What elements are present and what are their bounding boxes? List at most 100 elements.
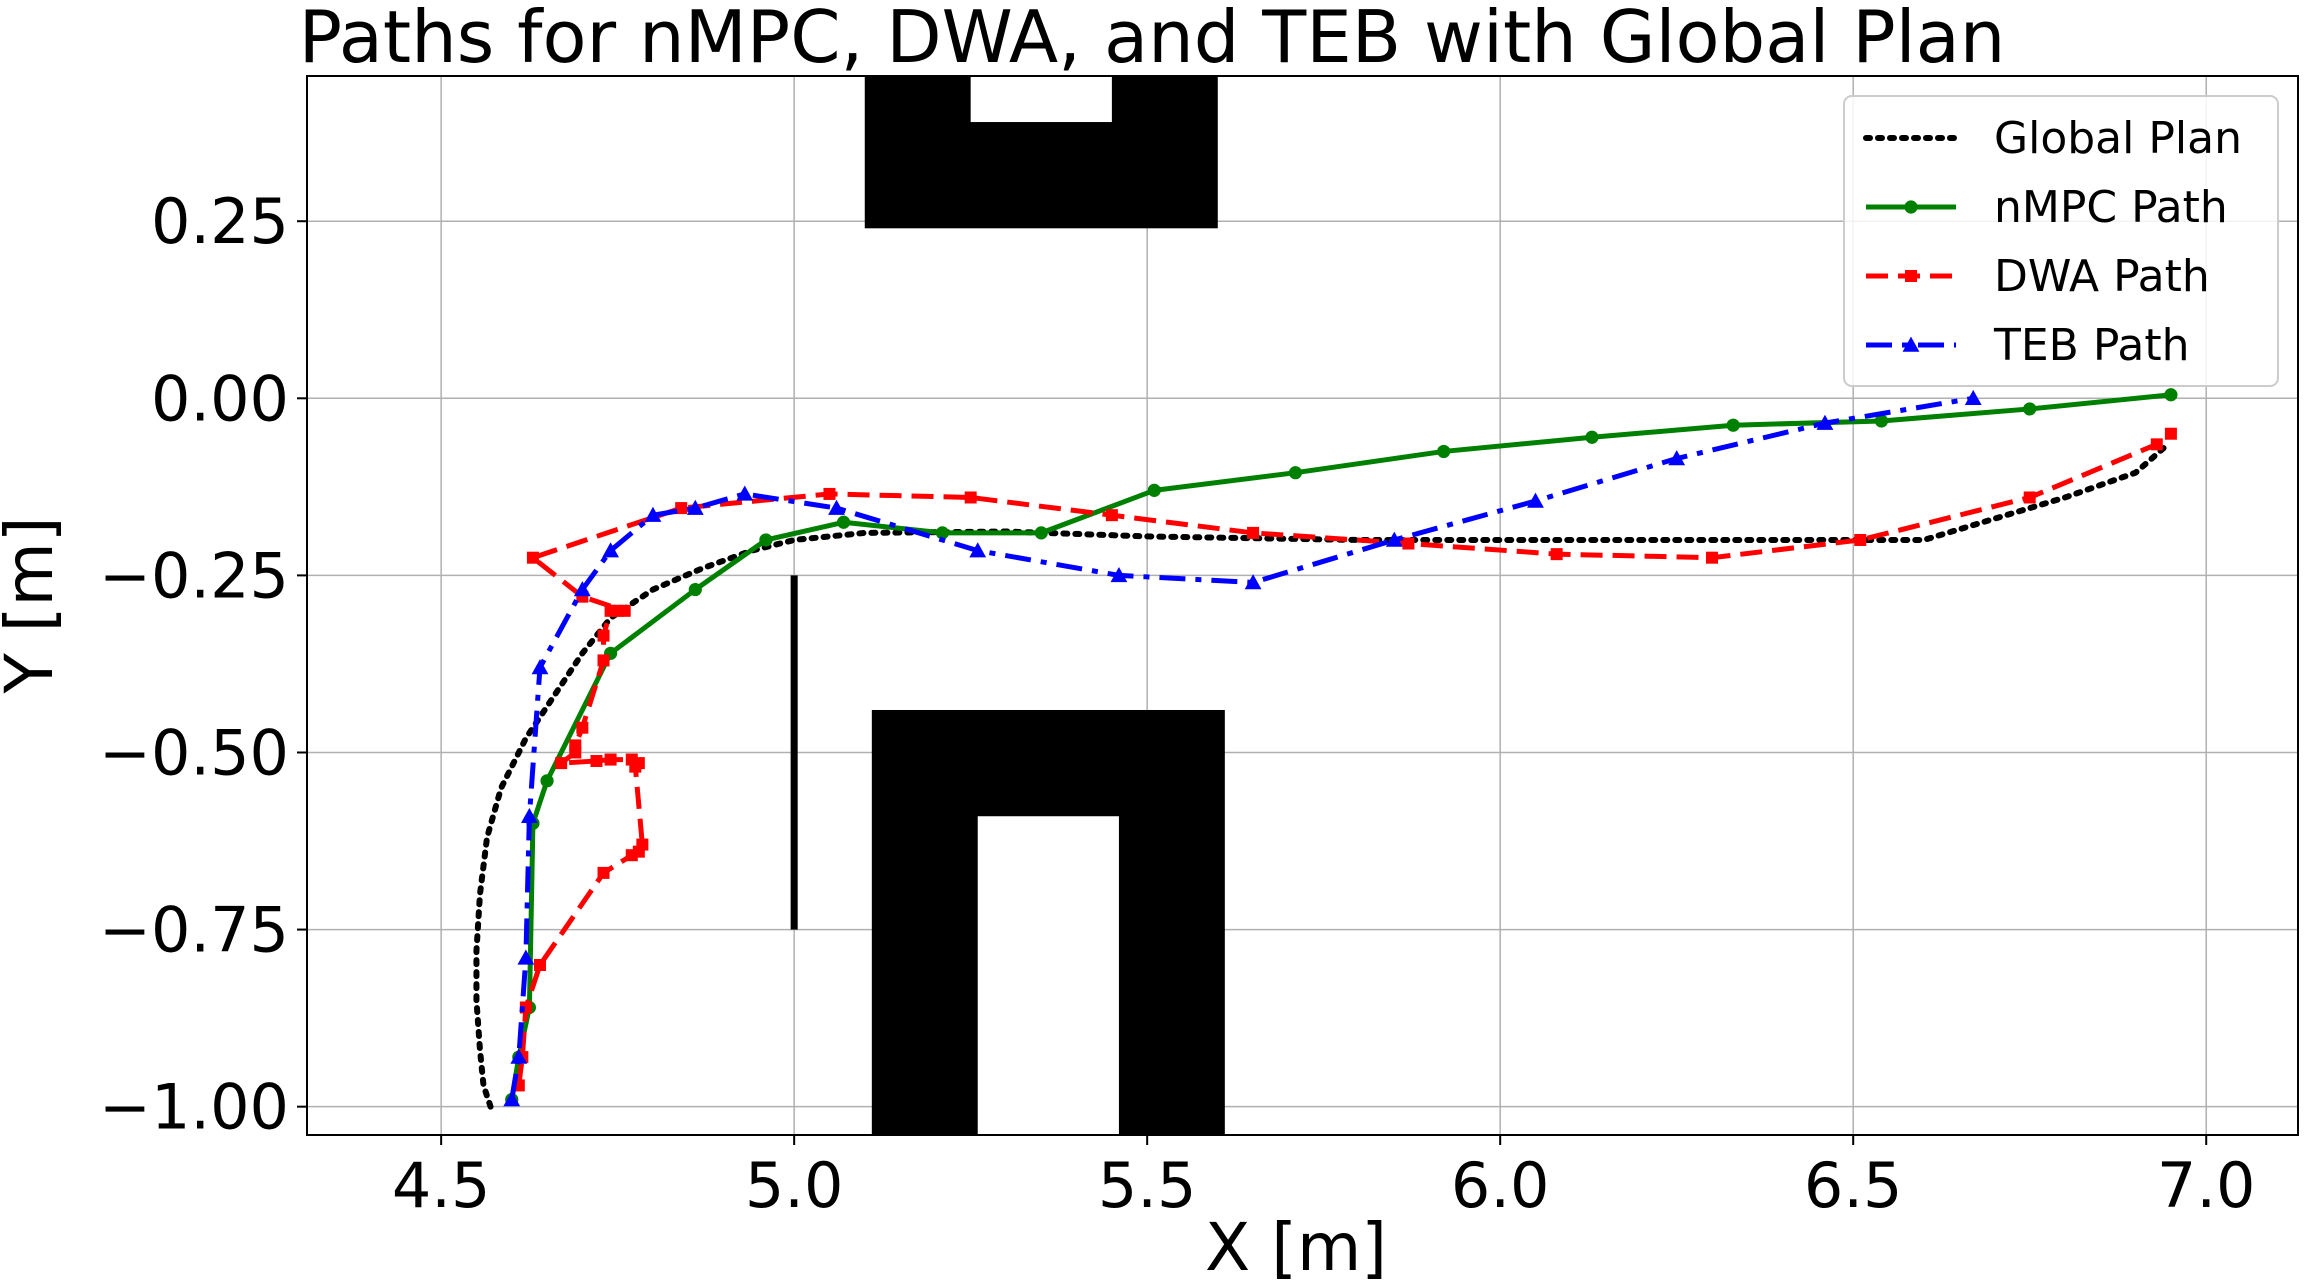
data-point (1902, 336, 1920, 352)
data-point (759, 533, 773, 547)
data-point (736, 485, 754, 501)
data-point (1905, 270, 1917, 282)
obstacles (790, 76, 1225, 1135)
data-point (576, 721, 589, 734)
x-tick-label: 5.0 (745, 1149, 844, 1222)
data-point (510, 1048, 528, 1064)
data-point (1816, 414, 1834, 430)
data-point (686, 499, 704, 515)
data-point (1964, 389, 1982, 406)
data-point (636, 838, 649, 851)
data-point (555, 757, 568, 770)
y-axis-label: Y [m] (0, 516, 68, 694)
data-point (520, 807, 538, 823)
data-point (1854, 533, 1867, 546)
legend-item: Global Plan (1863, 113, 2242, 164)
data-point (1668, 450, 1686, 466)
legend-box (1843, 95, 2279, 387)
data-point (597, 629, 610, 642)
data-point (1034, 526, 1048, 540)
obstacle (790, 575, 798, 930)
data-point (1244, 574, 1262, 590)
data-point (1288, 466, 1303, 480)
data-point (1874, 414, 1889, 428)
data-point (1527, 492, 1544, 508)
y-tick-label: −0.25 (99, 539, 289, 612)
data-point (625, 753, 638, 766)
data-point (823, 487, 836, 500)
legend-label: Global Plan (1994, 113, 2242, 164)
legend-item: TEB Path (1866, 320, 2190, 371)
plot-frame (306, 75, 2299, 1136)
data-point (675, 502, 688, 515)
legend-label: nMPC Path (1994, 182, 2228, 233)
chart-title: Paths for nMPC, DWA, and TEB with Global… (299, 0, 2006, 79)
data-point (573, 581, 591, 597)
data-point (1105, 509, 1118, 522)
data-point (503, 1091, 521, 1107)
legend-item: nMPC Path (1866, 182, 2228, 233)
data-point (590, 754, 603, 767)
data-point (604, 753, 617, 766)
legend-label: DWA Path (1994, 251, 2210, 302)
data-point (602, 542, 619, 558)
data-point (1437, 444, 1451, 459)
series-line (516, 431, 2173, 1086)
obstacle (970, 76, 1112, 123)
x-axis-label: X [m] (1205, 1209, 1387, 1281)
data-point (2164, 388, 2178, 402)
x-tick-label: 4.5 (392, 1149, 491, 1222)
series-group (473, 388, 2178, 1110)
data-point (1385, 531, 1403, 547)
data-point (618, 604, 631, 617)
data-point (1705, 551, 1718, 564)
data-point (644, 506, 662, 522)
data-point (569, 739, 582, 752)
data-point (2150, 438, 2163, 451)
data-point (1550, 548, 1563, 561)
legend: Global Plan nMPC Path DWA Path TEB Path (1843, 95, 2279, 387)
x-tick-label: 5.5 (1098, 1149, 1197, 1222)
y-tick-label: −0.75 (99, 894, 289, 967)
y-axis-ticks: 0.25 0.00 −0.25 −0.50 −0.75 −1.00 (99, 185, 307, 1144)
series-teb-path (503, 389, 1982, 1107)
data-point (531, 659, 549, 675)
data-point (597, 654, 610, 667)
x-axis-ticks: 4.5 5.0 5.5 6.0 6.5 7.0 (392, 1135, 2256, 1222)
x-tick-label: 6.5 (1804, 1149, 1903, 1222)
data-point (935, 526, 950, 540)
y-tick-label: −0.50 (99, 716, 289, 789)
data-point (836, 515, 851, 529)
data-point (1726, 418, 1740, 432)
data-point (1110, 566, 1128, 583)
data-point (1904, 200, 1918, 214)
y-tick-label: 0.25 (151, 185, 289, 258)
data-point (964, 491, 977, 504)
data-point (688, 582, 702, 597)
legend-label: TEB Path (1993, 320, 2190, 371)
data-point (1585, 430, 1599, 444)
x-tick-label: 7.0 (2157, 1149, 2256, 1222)
data-point (2023, 491, 2036, 504)
data-point (2023, 402, 2037, 416)
series-line (473, 444, 2167, 1110)
legend-item: DWA Path (1866, 251, 2210, 302)
data-point (1402, 537, 1415, 550)
obstacle (977, 816, 1119, 1135)
data-point (1147, 483, 1161, 497)
data-point (828, 499, 845, 515)
data-point (2164, 427, 2177, 440)
data-point (526, 551, 539, 564)
data-point (517, 949, 535, 965)
data-point (969, 542, 987, 558)
y-tick-label: −1.00 (99, 1071, 289, 1144)
y-tick-label: 0.00 (151, 362, 289, 435)
data-point (1247, 526, 1260, 539)
series-global-plan (473, 444, 2167, 1110)
data-point (540, 774, 554, 788)
data-point (597, 866, 610, 879)
series-dwa-path (512, 427, 2177, 1092)
x-tick-label: 6.0 (1451, 1149, 1550, 1222)
data-point (533, 958, 546, 971)
